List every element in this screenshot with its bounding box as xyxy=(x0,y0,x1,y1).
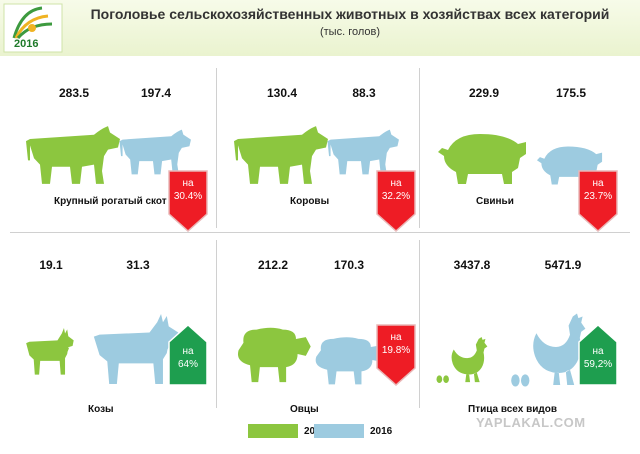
arrow-up-icon xyxy=(578,324,618,386)
decrease-badge: на 19.8% xyxy=(376,324,416,386)
goat-2006-icon xyxy=(26,328,74,375)
cow-2006-icon xyxy=(26,126,120,184)
category-label: Козы xyxy=(88,404,114,415)
cow-2016-icon xyxy=(119,129,191,175)
divider xyxy=(10,232,630,233)
change-prefix: на xyxy=(390,178,402,189)
legend-swatch-2006 xyxy=(248,424,298,438)
chart-panel-6: 3437.8 5471.9 Птица всех видов на 59,2% xyxy=(420,242,620,415)
arrow-up-icon xyxy=(168,324,208,386)
value-label-2006: 3437.8 xyxy=(453,258,491,272)
increase-badge: на 59,2% xyxy=(578,324,618,386)
page-subtitle: (тыс. голов) xyxy=(319,26,381,38)
change-value: 64% xyxy=(177,359,198,370)
logo-year: 2016 xyxy=(14,38,39,50)
change-value: 59,2% xyxy=(583,359,613,370)
header: 2016 Поголовье сельскохозяйственных живо… xyxy=(0,0,640,56)
hen-2016-icon xyxy=(511,313,586,387)
chart-panel-3: 229.9 175.5 Свиньи на 23.7% xyxy=(420,70,620,242)
value-label-2016: 31.3 xyxy=(126,258,150,272)
change-value: 30.4% xyxy=(173,191,203,202)
divider xyxy=(216,240,217,408)
value-label-2006: 229.9 xyxy=(468,86,500,100)
watermark: YAPLAKAL.COM xyxy=(476,415,586,430)
decrease-badge: на 32.2% xyxy=(376,170,416,232)
category-label: Овцы xyxy=(290,404,319,415)
goat-2016-icon xyxy=(93,314,179,384)
page-title: Поголовье сельскохозяйственных животных … xyxy=(90,6,610,22)
divider xyxy=(216,68,217,228)
legend-label-2016: 2016 xyxy=(370,426,393,437)
category-label: Птица всех видов xyxy=(468,404,557,415)
chart-panel-4: 19.1 31.3 Козы на 64% xyxy=(10,242,210,415)
arrow-down-icon xyxy=(376,170,416,232)
value-label-2016: 170.3 xyxy=(333,258,365,272)
change-prefix: на xyxy=(592,346,604,357)
chart-panel-5: 212.2 170.3 Овцы на 19.8% xyxy=(218,242,418,415)
value-label-2016: 5471.9 xyxy=(544,258,582,272)
category-label: Коровы xyxy=(290,196,330,207)
value-label-2016: 197.4 xyxy=(140,86,172,100)
change-prefix: на xyxy=(592,178,604,189)
arrow-down-icon xyxy=(578,170,618,232)
change-value: 23.7% xyxy=(583,191,613,202)
value-label-2006: 212.2 xyxy=(257,258,289,272)
hen-2006-icon xyxy=(436,336,488,384)
value-label-2006: 130.4 xyxy=(266,86,298,100)
change-prefix: на xyxy=(182,346,194,357)
cow-2006-icon xyxy=(234,126,328,184)
decrease-badge: на 23.7% xyxy=(578,170,618,232)
divider xyxy=(419,68,420,228)
increase-badge: на 64% xyxy=(168,324,208,386)
value-label-2016: 88.3 xyxy=(352,86,376,100)
arrow-down-icon xyxy=(376,324,416,386)
divider xyxy=(419,240,420,408)
cow-2016-icon xyxy=(327,129,399,175)
chart-panel-1: 283.5 197.4 Крупный рогатый скот на 30.4% xyxy=(10,70,210,242)
value-label-2016: 175.5 xyxy=(555,86,587,100)
pig-2006-icon xyxy=(438,134,526,184)
change-value: 32.2% xyxy=(381,191,411,202)
change-prefix: на xyxy=(182,178,194,189)
category-label: Крупный рогатый скот xyxy=(54,196,167,207)
logo-icon xyxy=(3,3,63,53)
change-value: 19.8% xyxy=(381,345,411,356)
chart-panel-2: 130.4 88.3 Коровы на 32.2% xyxy=(218,70,418,242)
sheep-2006-icon xyxy=(237,327,311,383)
sheep-2016-icon xyxy=(315,337,385,385)
category-label: Свиньи xyxy=(476,196,514,207)
decrease-badge: на 30.4% xyxy=(168,170,208,232)
change-prefix: на xyxy=(390,332,402,343)
legend-swatch-2016 xyxy=(314,424,364,438)
value-label-2006: 283.5 xyxy=(58,86,90,100)
arrow-down-icon xyxy=(168,170,208,232)
value-label-2006: 19.1 xyxy=(39,258,63,272)
